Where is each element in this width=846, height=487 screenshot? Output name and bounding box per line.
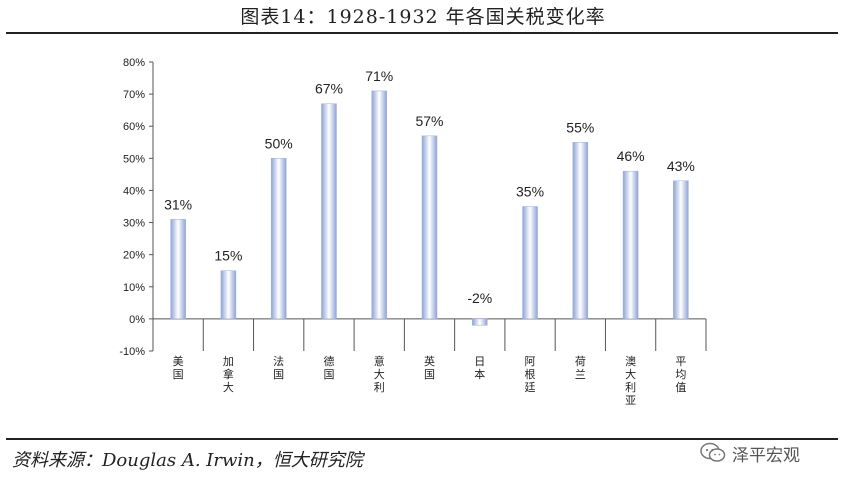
y-tick-label: 40%	[123, 185, 145, 197]
watermark-text: 泽平宏观	[732, 445, 800, 466]
x-category-label: 法国	[273, 354, 284, 381]
x-category-label: 德国	[323, 354, 334, 381]
bar	[270, 158, 287, 320]
x-category-label: 意大利	[374, 354, 385, 394]
x-category-label: 美国	[173, 355, 184, 381]
bar	[472, 318, 488, 326]
bar	[321, 103, 337, 320]
x-category-label: 阿根廷	[525, 355, 536, 394]
top-rule	[6, 32, 838, 34]
x-category-label: 荷兰	[575, 355, 586, 381]
y-tick-label: 10%	[123, 282, 145, 294]
bar	[522, 206, 538, 320]
y-tick-label: 0%	[129, 314, 145, 326]
y-tick-label: 60%	[123, 121, 145, 133]
y-tick-label: 30%	[123, 218, 145, 230]
x-category-label: 日本	[474, 355, 485, 381]
data-label: 46%	[617, 148, 645, 164]
data-label: 35%	[516, 184, 544, 200]
y-tick-label: 80%	[123, 57, 145, 69]
data-label: 55%	[566, 119, 594, 135]
bar	[220, 270, 237, 320]
data-label: 31%	[164, 196, 192, 212]
y-tick-label: 20%	[123, 250, 145, 262]
watermark: 泽平宏观	[700, 440, 800, 466]
wechat-icon	[700, 442, 726, 462]
data-label: 15%	[214, 248, 242, 264]
x-category-label: 澳大利亚	[625, 355, 636, 407]
data-label: 57%	[415, 113, 443, 129]
bar	[572, 142, 589, 320]
bar	[673, 180, 689, 320]
y-tick-label: 70%	[123, 89, 145, 101]
chart-title: 图表14：1928-1932 年各国关税变化率	[240, 6, 606, 28]
data-label: 43%	[667, 158, 695, 174]
bar	[622, 170, 639, 320]
source-note: 资料来源：Douglas A. Irwin，恒大研究院	[12, 450, 363, 471]
y-tick-label: 50%	[123, 153, 145, 165]
bar	[170, 219, 186, 320]
y-tick-label: -10%	[119, 346, 145, 358]
data-label: 71%	[365, 68, 393, 84]
data-label: -2%	[467, 290, 492, 306]
data-label: 67%	[315, 81, 343, 97]
x-category-label: 平均值	[675, 355, 686, 394]
data-label: 50%	[265, 135, 293, 151]
bottom-rule	[6, 438, 838, 440]
x-category-label: 英国	[424, 354, 435, 381]
x-category-label: 加拿大	[223, 355, 234, 394]
bar	[421, 135, 438, 320]
bar	[371, 90, 387, 320]
